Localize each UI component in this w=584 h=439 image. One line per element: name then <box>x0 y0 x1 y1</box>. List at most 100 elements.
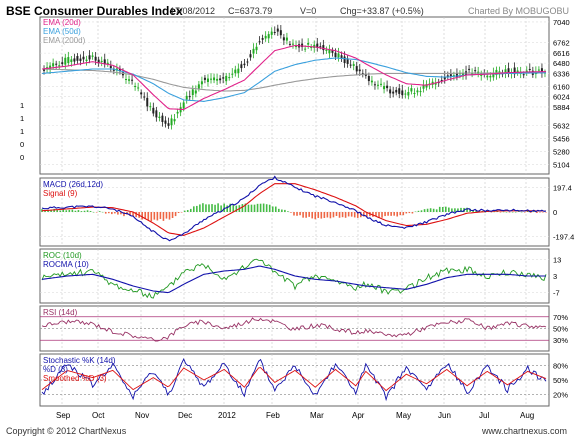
price-panel <box>39 16 550 175</box>
macd-y-tick-label: 197.4 <box>553 184 572 193</box>
x-tick-label: Oct <box>92 411 105 420</box>
macd-histogram-bar <box>454 208 456 212</box>
macd-histogram-bar <box>171 212 174 218</box>
macd-histogram-bar <box>299 212 301 216</box>
macd-histogram-bar <box>268 204 271 212</box>
macd-histogram-bar <box>381 212 383 218</box>
price-candle-body <box>361 73 364 75</box>
macd-histogram-bar <box>390 212 392 216</box>
price-legend-entry: EMA (200d) <box>43 36 86 45</box>
price-y-tick-label: 5280 <box>553 147 570 156</box>
macd-histogram-bar <box>226 205 229 212</box>
macd-histogram-bar <box>199 204 201 212</box>
macd-histogram-bar <box>265 204 268 212</box>
price-candle-body <box>455 73 458 78</box>
price-candle-body <box>513 67 516 75</box>
price-candle-body <box>301 43 304 48</box>
price-candle-body <box>304 48 307 50</box>
macd-histogram-bar <box>335 212 338 216</box>
price-candle-body <box>392 91 395 94</box>
price-candle-body <box>249 54 252 58</box>
macd-histogram-bar <box>420 210 423 212</box>
macd-histogram-bar <box>244 203 247 212</box>
macd-histogram-bar <box>147 212 150 220</box>
macd-y-tick-label: -197.4 <box>553 232 574 241</box>
macd-y-tick-label: 0 <box>553 208 557 217</box>
price-candle-body <box>440 80 443 82</box>
price-legend-entry: EMA (20d) <box>43 18 81 27</box>
macd-histogram-bar <box>326 212 329 218</box>
macd-histogram-bar <box>271 206 274 212</box>
macd-histogram-bar <box>253 204 256 212</box>
price-candle-body <box>337 53 340 58</box>
macd-histogram-bar <box>44 210 46 212</box>
price-candle-body <box>307 42 310 45</box>
price-y-tick-label: 5632 <box>553 122 570 131</box>
price-candle-body <box>410 88 413 92</box>
macd-histogram-bar <box>114 212 116 214</box>
macd-histogram-bar <box>466 207 468 212</box>
price-candle-body <box>507 68 510 74</box>
price-candle-body <box>416 90 419 93</box>
chart-date: 17/08/2012 <box>170 6 215 16</box>
chart-title: BSE Consumer Durables Index <box>6 4 183 18</box>
price-candle-body <box>285 37 288 41</box>
macd-histogram-bar <box>59 210 62 212</box>
macd-histogram-bar <box>545 212 547 213</box>
macd-histogram-bar <box>101 211 104 213</box>
price-candle-body <box>194 90 197 94</box>
macd-histogram-bar <box>287 211 289 212</box>
macd-histogram-bar <box>208 204 210 212</box>
price-candle-body <box>258 41 261 43</box>
price-candle-body <box>389 89 392 94</box>
macd-histogram-bar <box>177 212 180 213</box>
price-candle-body <box>94 56 97 61</box>
x-tick-label: Nov <box>135 411 149 420</box>
price-candle-body <box>203 77 206 80</box>
macd-histogram-bar <box>484 211 487 213</box>
macd-histogram-bar <box>438 206 441 212</box>
macd-histogram-bar <box>202 203 204 212</box>
macd-histogram-bar <box>536 212 538 214</box>
price-candle-body <box>52 63 55 67</box>
macd-histogram-bar <box>435 209 438 212</box>
macd-histogram-bar <box>120 212 122 215</box>
price-candle-body <box>128 79 131 81</box>
price-candle-body <box>273 31 276 33</box>
price-candle-body <box>213 77 216 81</box>
price-candle-body <box>155 110 158 118</box>
macd-histogram-bar <box>499 212 502 213</box>
price-candle-body <box>82 56 85 60</box>
rsi-y-tick-label: 30% <box>553 336 568 345</box>
macd-histogram-bar <box>387 212 389 216</box>
price-candle-body <box>149 106 152 108</box>
price-candle-body <box>164 120 167 124</box>
macd-histogram-bar <box>217 203 219 212</box>
roc-y-tick-label: 3 <box>553 272 557 281</box>
rsi-legend-entry: RSI (14d) <box>43 308 78 317</box>
price-candle-body <box>492 72 495 78</box>
macd-histogram-bar <box>460 207 462 212</box>
macd-histogram-bar <box>332 212 335 218</box>
macd-histogram-bar <box>444 206 447 212</box>
price-candle-body <box>231 73 234 75</box>
price-candle-body <box>246 61 249 63</box>
macd-histogram-bar <box>448 207 450 212</box>
macd-histogram-bar <box>305 212 307 218</box>
macd-histogram-bar <box>508 212 511 213</box>
price-candle-body <box>540 68 543 73</box>
macd-histogram-bar <box>523 212 526 213</box>
price-y-tick-label: 6762 <box>553 38 570 47</box>
price-candle-body <box>146 97 149 107</box>
macd-histogram-bar <box>129 212 131 216</box>
macd-histogram-bar <box>363 212 365 217</box>
price-candle-body <box>398 88 401 94</box>
macd-histogram-bar <box>396 212 399 217</box>
price-candle-body <box>376 84 379 86</box>
roc-y-tick-label: -7 <box>553 289 560 298</box>
roc-legend-entry: ROCMA (10) <box>43 260 89 269</box>
price-candle-body <box>528 68 531 70</box>
macd-histogram-bar <box>98 211 101 212</box>
macd-histogram-bar <box>314 212 317 220</box>
macd-histogram-bar <box>320 212 323 219</box>
